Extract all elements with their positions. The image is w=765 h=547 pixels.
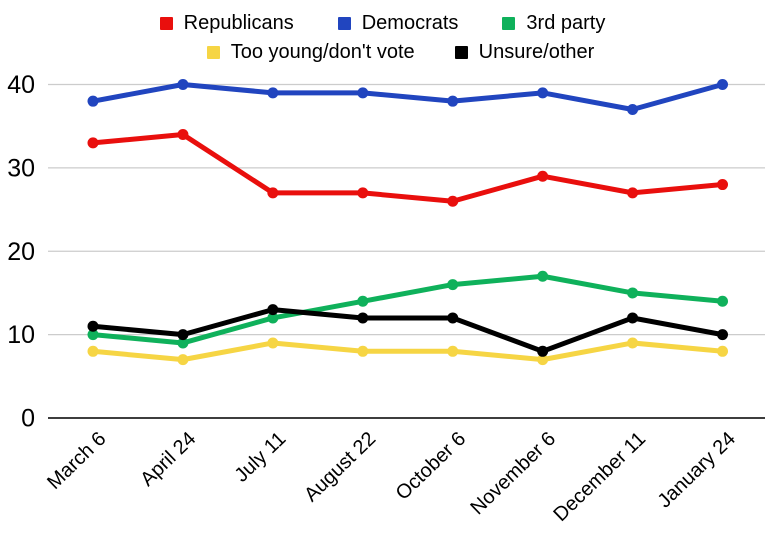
- data-point-3rd-party: [177, 337, 189, 349]
- data-point-too-young-don-t-vote: [267, 337, 279, 349]
- legend-label: Republicans: [183, 11, 294, 34]
- data-point-too-young-don-t-vote: [447, 345, 459, 357]
- data-point-democrats: [357, 87, 369, 99]
- data-point-unsure-other: [717, 329, 729, 341]
- series-line-unsure-other: [90, 307, 726, 354]
- legend-swatch-republicans: [159, 16, 173, 30]
- legend-item-democrats: Democrats: [337, 11, 459, 35]
- data-point-republicans: [537, 170, 549, 182]
- legend-item-too-young-don-t-vote: Too young/don't vote: [206, 40, 415, 64]
- series-line-3rd-party: [90, 273, 726, 346]
- data-point-too-young-don-t-vote: [177, 354, 189, 366]
- data-point-3rd-party: [627, 287, 639, 299]
- data-point-unsure-other: [87, 320, 99, 332]
- data-point-3rd-party: [447, 279, 459, 291]
- data-point-unsure-other: [537, 345, 549, 357]
- data-point-too-young-don-t-vote: [627, 337, 639, 349]
- y-axis-tick-label: 10: [7, 321, 35, 349]
- data-point-too-young-don-t-vote: [537, 354, 549, 366]
- legend-item-unsure-other: Unsure/other: [454, 40, 595, 64]
- data-point-democrats: [537, 87, 549, 99]
- data-point-democrats: [447, 95, 459, 107]
- data-point-3rd-party: [717, 295, 729, 307]
- x-axis-category-label: December 11: [549, 428, 650, 526]
- y-axis-tick-label: 30: [7, 154, 35, 182]
- data-point-democrats: [717, 79, 729, 90]
- y-axis-tick-label: 40: [7, 71, 35, 99]
- x-axis-category-label: January 24: [654, 428, 740, 513]
- data-point-too-young-don-t-vote: [87, 345, 99, 357]
- y-axis-tick-label: 0: [21, 405, 35, 433]
- data-point-republicans: [717, 179, 729, 191]
- data-point-unsure-other: [177, 329, 189, 341]
- series-line-too-young-don-t-vote: [90, 340, 726, 363]
- data-point-republicans: [627, 187, 639, 199]
- legend-label: 3rd party: [526, 11, 606, 34]
- data-point-too-young-don-t-vote: [717, 345, 729, 357]
- legend-swatch-too-young-don-t-vote: [206, 45, 220, 59]
- legend-swatch-3rd-party: [502, 16, 516, 30]
- chart-legend: Republicans Democrats 3rd party Too young/d…: [0, 10, 765, 65]
- data-point-unsure-other: [627, 312, 639, 324]
- x-axis-category-label: July 11: [231, 428, 291, 487]
- data-point-republicans: [177, 129, 189, 141]
- series-line-republicans: [90, 132, 726, 204]
- legend-label: Too young/don't vote: [230, 40, 415, 63]
- legend-item-3rd-party: 3rd party: [502, 12, 605, 35]
- data-point-republicans: [447, 195, 459, 207]
- data-point-unsure-other: [267, 304, 279, 316]
- data-point-republicans: [87, 137, 99, 149]
- data-point-3rd-party: [87, 329, 99, 341]
- x-axis-category-label: March 6: [43, 428, 110, 494]
- data-point-democrats: [627, 104, 639, 116]
- series-line-democrats: [90, 82, 726, 113]
- data-point-3rd-party: [537, 270, 549, 282]
- legend-label: Unsure/other: [478, 40, 595, 63]
- data-point-3rd-party: [357, 295, 369, 307]
- legend-swatch-democrats: [337, 16, 351, 30]
- data-point-democrats: [267, 87, 279, 99]
- data-point-democrats: [177, 79, 189, 90]
- data-point-republicans: [357, 187, 369, 199]
- data-point-too-young-don-t-vote: [357, 345, 369, 357]
- data-point-democrats: [87, 95, 99, 107]
- data-point-unsure-other: [357, 312, 369, 324]
- legend-row: Too young/don't vote Unsure/other: [206, 39, 595, 65]
- legend-label: Democrats: [361, 11, 459, 34]
- x-axis-category-label: November 6: [466, 428, 560, 519]
- legend-swatch-unsure-other: [454, 45, 468, 59]
- data-point-3rd-party: [267, 312, 279, 324]
- x-axis-category-label: August 22: [300, 428, 380, 506]
- data-point-republicans: [267, 187, 279, 199]
- data-point-unsure-other: [447, 312, 459, 324]
- x-axis-category-label: April 24: [136, 428, 200, 491]
- legend-row: Republicans Democrats 3rd party: [159, 10, 605, 36]
- legend-item-republicans: Republicans: [159, 11, 294, 35]
- y-axis-tick-label: 20: [7, 238, 35, 266]
- x-axis-category-label: October 6: [392, 428, 470, 505]
